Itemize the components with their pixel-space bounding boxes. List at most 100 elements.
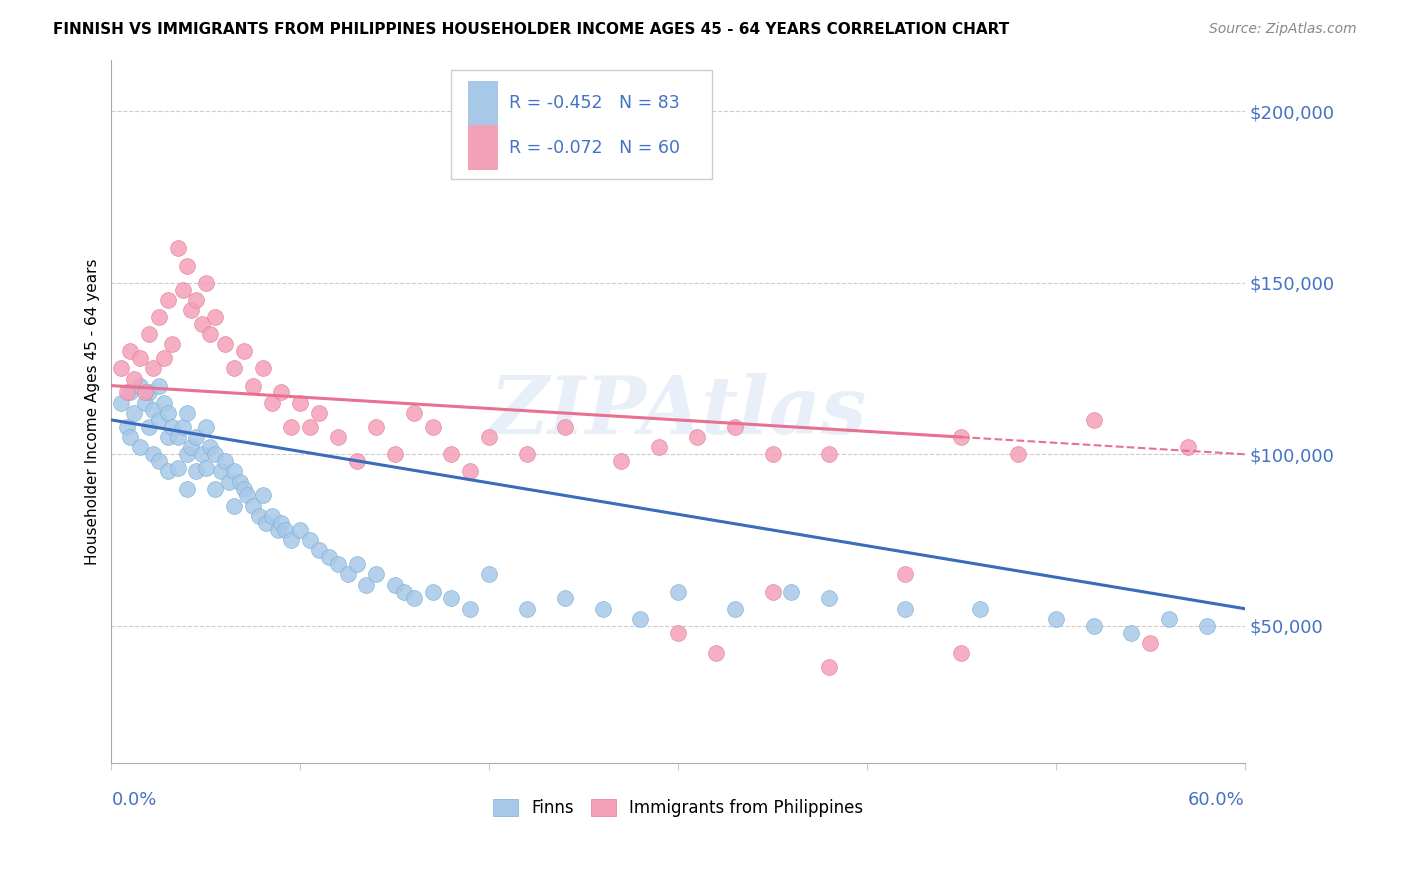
- Point: [969, 601, 991, 615]
- Point: [194, 461, 217, 475]
- Point: [254, 516, 277, 530]
- Point: [336, 567, 359, 582]
- Point: [148, 378, 170, 392]
- Point: [318, 550, 340, 565]
- Point: [224, 499, 246, 513]
- Point: [460, 465, 482, 479]
- Point: [422, 584, 444, 599]
- Point: [274, 523, 297, 537]
- Point: [1121, 625, 1143, 640]
- Point: [270, 385, 292, 400]
- Point: [142, 402, 165, 417]
- Point: [402, 591, 425, 606]
- Point: [724, 601, 747, 615]
- Text: ZIPAtlas: ZIPAtlas: [489, 373, 866, 450]
- Point: [950, 646, 973, 660]
- Point: [157, 430, 180, 444]
- Point: [191, 447, 214, 461]
- Point: [176, 406, 198, 420]
- Point: [148, 413, 170, 427]
- Point: [160, 419, 183, 434]
- Point: [440, 591, 463, 606]
- Point: [818, 660, 841, 674]
- Point: [1007, 447, 1029, 461]
- Point: [478, 567, 501, 582]
- Point: [122, 372, 145, 386]
- Point: [1045, 612, 1067, 626]
- Point: [666, 625, 689, 640]
- Point: [270, 516, 292, 530]
- Point: [148, 454, 170, 468]
- Point: [176, 482, 198, 496]
- Point: [346, 454, 368, 468]
- Text: 60.0%: 60.0%: [1188, 791, 1244, 809]
- Point: [160, 337, 183, 351]
- Point: [1083, 413, 1105, 427]
- Point: [122, 406, 145, 420]
- Point: [194, 276, 217, 290]
- Point: [780, 584, 803, 599]
- Point: [260, 509, 283, 524]
- Point: [153, 351, 176, 366]
- Point: [186, 465, 208, 479]
- Point: [128, 441, 150, 455]
- Point: [204, 447, 226, 461]
- Point: [115, 385, 138, 400]
- Point: [214, 337, 236, 351]
- Point: [194, 419, 217, 434]
- Point: [364, 419, 387, 434]
- Point: [209, 465, 232, 479]
- Point: [266, 523, 288, 537]
- Point: [308, 406, 330, 420]
- Point: [478, 430, 501, 444]
- Point: [198, 441, 221, 455]
- Point: [218, 475, 240, 489]
- Point: [950, 430, 973, 444]
- Point: [422, 419, 444, 434]
- Point: [290, 396, 312, 410]
- Point: [134, 385, 156, 400]
- Point: [1177, 441, 1199, 455]
- Point: [142, 361, 165, 376]
- Point: [346, 557, 368, 571]
- Point: [180, 441, 202, 455]
- Point: [153, 396, 176, 410]
- Point: [166, 430, 188, 444]
- Point: [172, 419, 194, 434]
- Point: [1159, 612, 1181, 626]
- Point: [554, 591, 576, 606]
- Point: [176, 259, 198, 273]
- Point: [516, 601, 538, 615]
- Point: [166, 461, 188, 475]
- Point: [392, 584, 415, 599]
- Point: [384, 577, 406, 591]
- Point: [440, 447, 463, 461]
- Legend: Finns, Immigrants from Philippines: Finns, Immigrants from Philippines: [485, 790, 872, 825]
- Point: [120, 430, 142, 444]
- Point: [138, 419, 160, 434]
- Point: [460, 601, 482, 615]
- Point: [610, 454, 633, 468]
- Point: [110, 361, 132, 376]
- Point: [724, 419, 747, 434]
- Point: [115, 419, 138, 434]
- Point: [1139, 636, 1161, 650]
- Text: R = -0.452   N = 83: R = -0.452 N = 83: [509, 95, 681, 112]
- Point: [236, 488, 259, 502]
- FancyBboxPatch shape: [451, 70, 711, 179]
- Point: [1195, 619, 1218, 633]
- Point: [242, 378, 264, 392]
- Point: [204, 310, 226, 324]
- Point: [686, 430, 709, 444]
- Text: Source: ZipAtlas.com: Source: ZipAtlas.com: [1209, 22, 1357, 37]
- Point: [648, 441, 671, 455]
- Point: [894, 567, 917, 582]
- Point: [120, 385, 142, 400]
- Point: [894, 601, 917, 615]
- Point: [252, 488, 274, 502]
- Point: [592, 601, 614, 615]
- Point: [818, 447, 841, 461]
- Point: [232, 482, 254, 496]
- Point: [402, 406, 425, 420]
- Point: [666, 584, 689, 599]
